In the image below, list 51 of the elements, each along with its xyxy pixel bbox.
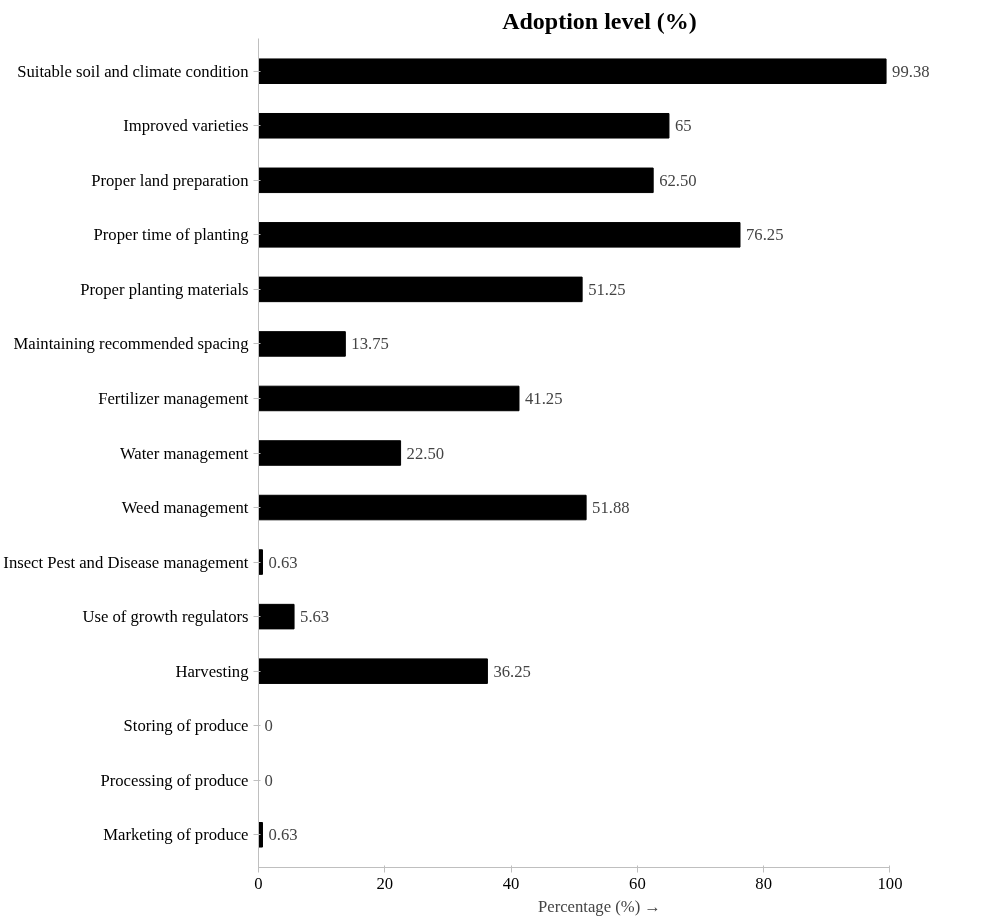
- y-tick-label: Fertilizer management: [98, 388, 249, 408]
- y-tick-label: Proper land preparation: [91, 170, 250, 190]
- y-tick-label: Weed management: [121, 498, 249, 518]
- data-label: 51.25: [588, 279, 626, 299]
- data-label: 13.75: [351, 334, 389, 354]
- y-tick-label: Marketing of produce: [103, 825, 249, 845]
- y-tick-label: Insect Pest and Disease management: [3, 552, 249, 572]
- data-label: 41.25: [524, 388, 563, 408]
- bar: [258, 494, 587, 521]
- bar: [258, 331, 346, 357]
- y-tick-label: Processing of produce: [100, 770, 249, 790]
- bar: [258, 167, 654, 194]
- data-label: 0: [264, 716, 273, 736]
- x-tick-label: 0: [254, 873, 263, 893]
- bar: [258, 603, 295, 630]
- data-label: 62.50: [659, 170, 697, 190]
- y-tick-label: Storing of produce: [123, 716, 249, 736]
- bar: [258, 385, 520, 412]
- x-tick-label: 80: [755, 873, 773, 893]
- data-label: 76.25: [746, 225, 784, 245]
- bar: [258, 112, 670, 139]
- bar: [258, 658, 488, 684]
- y-tick-label: Proper planting materials: [80, 279, 249, 299]
- y-tick-label: Water management: [119, 443, 249, 463]
- x-axis-title: Percentage (%) →: [537, 896, 662, 916]
- bar: [258, 440, 402, 466]
- y-tick-label: Proper time of planting: [93, 225, 250, 245]
- data-label: 0: [264, 770, 273, 790]
- y-tick-label: Harvesting: [175, 661, 250, 681]
- data-label: 22.50: [406, 443, 445, 463]
- x-tick-label: 100: [877, 873, 903, 893]
- data-label: 51.88: [592, 498, 630, 518]
- bar: [258, 58, 887, 84]
- x-tick-label: 40: [502, 873, 520, 893]
- y-tick-label: Improved varieties: [123, 116, 249, 136]
- y-tick-label: Maintaining recommended spacing: [13, 334, 250, 354]
- bar: [258, 549, 263, 575]
- data-label: 65: [674, 116, 692, 136]
- y-tick-label: Suitable soil and climate condition: [17, 61, 250, 81]
- bar: [258, 276, 583, 303]
- data-label: 0.63: [268, 552, 298, 572]
- x-tick-label: 60: [629, 873, 646, 893]
- data-label: 99.38: [892, 61, 930, 81]
- data-label: 36.25: [493, 661, 531, 681]
- chart-title: Adoption level (%): [502, 7, 697, 34]
- data-label: 5.63: [300, 607, 330, 627]
- y-tick-label: Use of growth regulators: [82, 607, 249, 627]
- bar: [258, 822, 263, 848]
- data-label: 0.63: [268, 825, 298, 845]
- x-tick-label: 20: [376, 873, 394, 893]
- bar: [258, 222, 741, 248]
